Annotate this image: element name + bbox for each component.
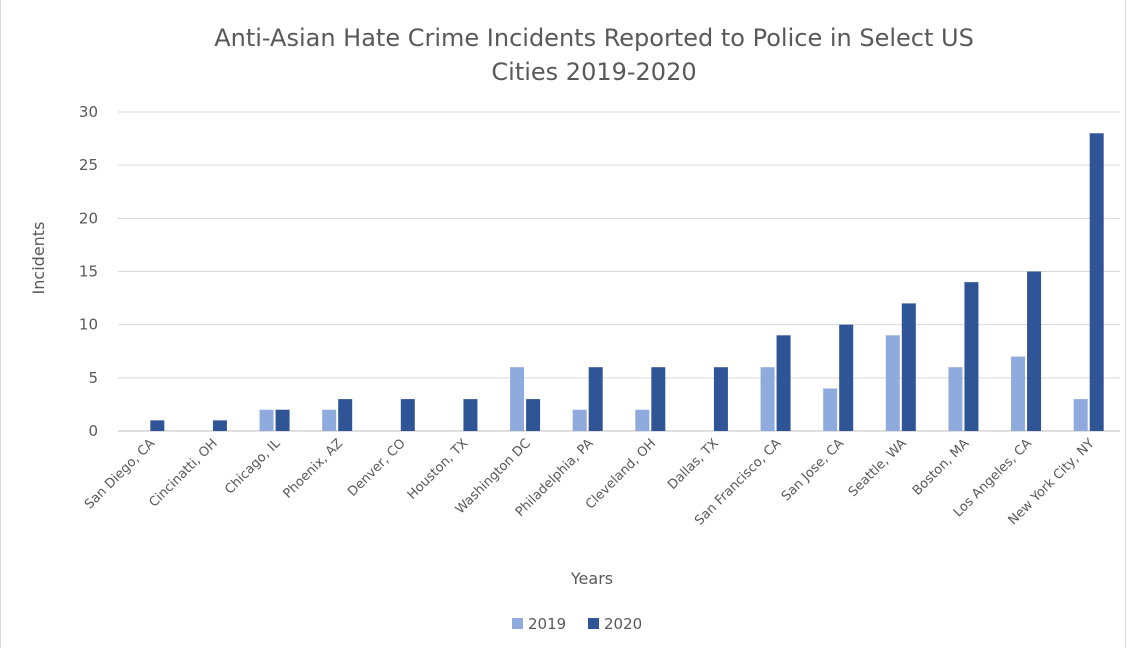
bar-2019	[760, 367, 775, 431]
bar-2020	[651, 367, 666, 431]
bar-2019	[948, 367, 963, 431]
x-tick-label: Denver, CO	[345, 436, 409, 500]
x-tick-label: Seattle, WA	[846, 436, 910, 500]
y-tick-label: 5	[88, 369, 98, 387]
bar-2020	[901, 303, 916, 431]
bar-2019	[635, 409, 650, 431]
legend-label-2020: 2020	[604, 615, 642, 633]
bar-2019	[1011, 356, 1026, 431]
x-tick-label: Phoenix, AZ	[281, 436, 347, 502]
bar-2020	[212, 420, 227, 431]
bar-2019	[572, 409, 587, 431]
x-tick-label: Dallas, TX	[665, 436, 722, 493]
bar-2019	[322, 409, 337, 431]
y-tick-label: 10	[79, 316, 98, 334]
bar-2020	[338, 399, 353, 431]
bar-2020	[588, 367, 603, 431]
bar-2020	[1027, 271, 1042, 431]
x-tick-label: Cincinatti, OH	[147, 436, 221, 510]
bar-2020	[526, 399, 541, 431]
bar-2019	[1073, 399, 1088, 431]
y-tick-label: 20	[79, 209, 98, 227]
bar-2020	[776, 335, 791, 431]
y-tick-label: 15	[79, 263, 98, 281]
bar-2019	[885, 335, 900, 431]
bar-2020	[463, 399, 478, 431]
x-tick-label: San Jose, CA	[779, 436, 847, 504]
x-tick-label: Chicago, IL	[222, 436, 284, 498]
bar-2019	[823, 388, 838, 431]
bar-2020	[400, 399, 415, 431]
bar-2020	[275, 409, 290, 431]
chart-title-line-2: Cities 2019-2020	[491, 58, 696, 86]
y-tick-label: 25	[79, 156, 98, 174]
bar-2020	[839, 324, 854, 431]
bar-2020	[713, 367, 728, 431]
x-tick-label: Boston, MA	[910, 436, 973, 499]
bars	[150, 133, 1104, 431]
bar-2019	[510, 367, 525, 431]
legend: 2019 2020	[512, 615, 642, 633]
y-tick-label: 0	[88, 422, 98, 440]
x-tick-label: Houston, TX	[405, 436, 472, 503]
legend-swatch-2019	[512, 618, 523, 629]
legend-label-2019: 2019	[528, 615, 566, 633]
bar-2020	[1089, 133, 1104, 431]
chart-title-line-1: Anti-Asian Hate Crime Incidents Reported…	[214, 24, 974, 52]
x-axis-title: Years	[570, 569, 613, 588]
bar-2020	[964, 282, 979, 431]
y-axis-ticks: 0 5 10 15 20 25 30	[79, 103, 98, 440]
y-axis-title: Incidents	[29, 222, 48, 295]
y-tick-label: 30	[79, 103, 98, 121]
bar-2020	[150, 420, 165, 431]
legend-swatch-2020	[588, 618, 599, 629]
bar-2019	[259, 409, 274, 431]
